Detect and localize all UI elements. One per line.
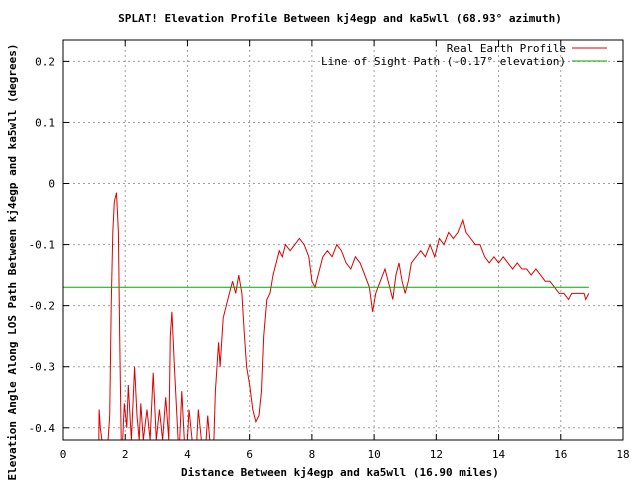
- x-tick-label: 0: [60, 448, 67, 461]
- x-tick-label: 16: [554, 448, 567, 461]
- plot-frame: [62, 39, 624, 441]
- x-axis-label: Distance Between kj4egp and ka5wll (16.9…: [181, 466, 499, 479]
- y-tick-label: 0.2: [35, 55, 55, 68]
- legend-label-1: Line of Sight Path (-0.17° elevation): [321, 55, 566, 68]
- x-tick-label: 2: [122, 448, 129, 461]
- x-tick-label: 4: [184, 448, 191, 461]
- x-tick-label: 6: [246, 448, 253, 461]
- grid-lines: [63, 40, 623, 440]
- x-tick-label: 14: [492, 448, 506, 461]
- legend-label-0: Real Earth Profile: [447, 42, 566, 55]
- x-tick-label: 18: [616, 448, 629, 461]
- y-axis-label: Elevation Angle Along LOS Path Between k…: [6, 43, 19, 480]
- y-tick-label: 0.1: [35, 116, 55, 129]
- chart-title: SPLAT! Elevation Profile Between kj4egp …: [118, 12, 562, 25]
- x-tick-label: 8: [309, 448, 316, 461]
- x-tick-label: 12: [430, 448, 443, 461]
- y-tick-label: -0.3: [29, 361, 56, 374]
- y-axis-ticks: 0.2 0.1 0 -0.1 -0.2 -0.3 -0.4: [29, 55, 623, 435]
- y-tick-label: 0: [48, 178, 55, 191]
- y-tick-label: -0.4: [29, 422, 56, 435]
- y-tick-label: -0.1: [29, 239, 56, 252]
- x-tick-label: 10: [367, 448, 380, 461]
- y-tick-label: -0.2: [29, 300, 56, 313]
- series-lines: [63, 192, 590, 440]
- series-line-0: [98, 192, 590, 440]
